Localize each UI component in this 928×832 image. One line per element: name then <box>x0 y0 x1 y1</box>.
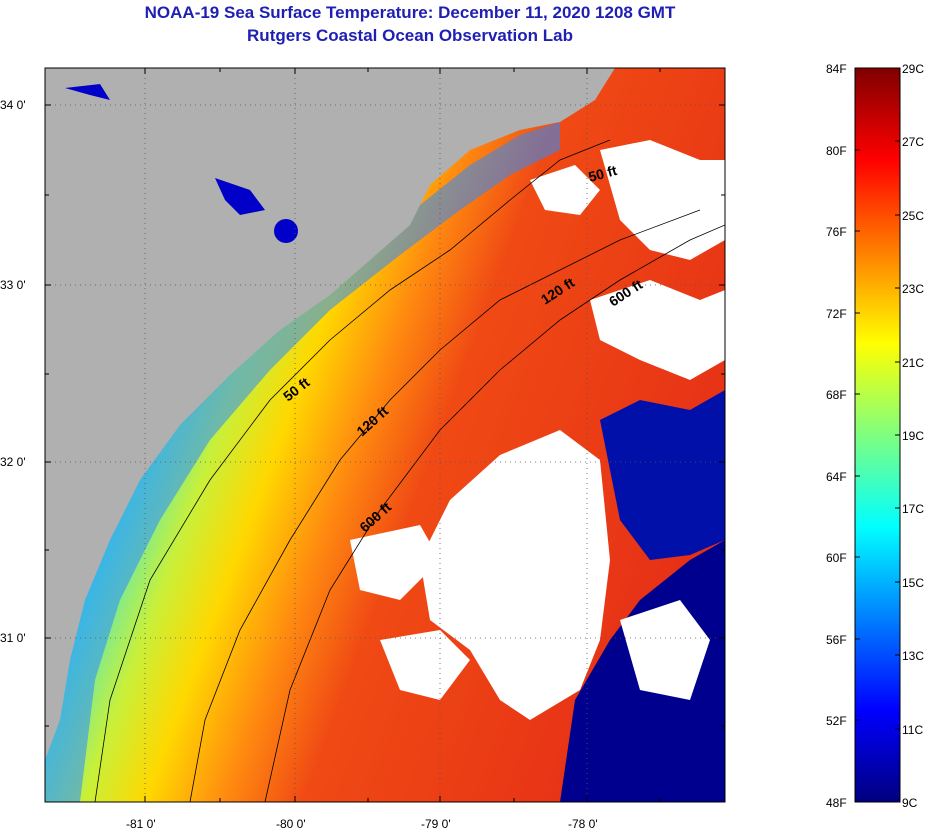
temperature-colorbar: 84F 80F 76F 72F 68F 64F 60F 56F 52F 48F … <box>826 62 924 810</box>
cloud-patch-2 <box>600 140 725 260</box>
cloud-patch-3 <box>590 280 725 380</box>
sst-map: 50 ft 120 ft 600 ft 50 ft 120 ft 600 ft <box>0 67 726 831</box>
colorbar-c-23: 23C <box>902 282 924 296</box>
map-subtitle: Rutgers Coastal Ocean Observation Lab <box>247 26 573 45</box>
cloud-patch-6 <box>380 630 470 700</box>
lon-tick-78: -78 0' <box>568 817 598 831</box>
lat-tick-33: 33 0' <box>0 278 26 292</box>
colorbar-c-27: 27C <box>902 135 924 149</box>
colorbar-c-11: 11C <box>902 723 923 737</box>
lake-marion <box>215 178 265 215</box>
colorbar-f-68: 68F <box>826 388 847 402</box>
contour-120ft <box>189 209 701 802</box>
colorbar-f-72: 72F <box>826 307 847 321</box>
colorbar-f-48: 48F <box>826 796 847 810</box>
colorbar-c-29: 29C <box>902 62 924 76</box>
colorbar-c-15: 15C <box>902 576 924 590</box>
colorbar-c-21: 21C <box>902 356 924 370</box>
colorbar-c-13: 13C <box>902 649 924 663</box>
colorbar-f-84: 84F <box>826 62 847 76</box>
colorbar-f-76: 76F <box>826 225 847 239</box>
cold-water-east <box>600 390 725 560</box>
colorbar-f-56: 56F <box>826 633 847 647</box>
river-inlet <box>65 84 110 100</box>
cloud-patch-5 <box>620 600 710 700</box>
colorbar-f-64: 64F <box>826 470 847 484</box>
colorbar-f-80: 80F <box>826 144 847 158</box>
colorbar-f-60: 60F <box>826 551 847 565</box>
colorbar-c-25: 25C <box>902 209 924 223</box>
colorbar-c-9: 9C <box>902 796 918 810</box>
lon-tick-81: -81 0' <box>126 817 156 831</box>
lon-tick-80: -80 0' <box>276 817 306 831</box>
contour-label-50ft-2: 50 ft <box>587 162 619 185</box>
lat-tick-31: 31 0' <box>0 631 26 645</box>
land-mass <box>45 68 615 760</box>
colorbar-c-17: 17C <box>902 502 924 516</box>
contour-600ft <box>264 224 725 802</box>
contour-50ft <box>94 139 611 802</box>
map-frame <box>44 67 726 803</box>
axis-ticks <box>45 68 725 802</box>
colorbar-gradient <box>854 67 901 803</box>
map-title: NOAA-19 Sea Surface Temperature: Decembe… <box>144 3 676 22</box>
cloud-patch-1 <box>420 430 610 720</box>
colorbar-c-19: 19C <box>902 429 924 443</box>
lake-moultrie <box>274 219 298 243</box>
cloud-patch-4 <box>350 525 440 600</box>
lon-tick-79: -79 0' <box>421 817 451 831</box>
lat-tick-34: 34 0' <box>0 98 26 112</box>
lat-tick-32: 32 0' <box>0 455 26 469</box>
colorbar-f-52: 52F <box>826 714 847 728</box>
cloud-patch-7 <box>530 165 600 215</box>
